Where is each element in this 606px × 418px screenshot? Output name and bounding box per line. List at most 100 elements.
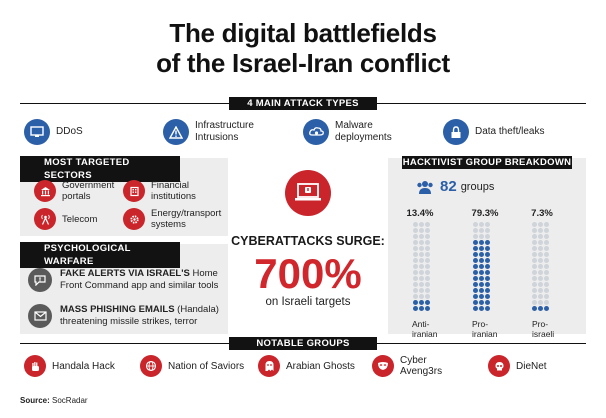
- psy-phishing: MASS PHISHING EMAILS (Handala) threateni…: [28, 304, 240, 328]
- dot-mark: [532, 282, 537, 287]
- dot-mark: [425, 288, 430, 293]
- dot-mark: [538, 246, 543, 251]
- dot-mark: [425, 294, 430, 299]
- notable-group: Cyber Aveng3rs: [372, 355, 442, 377]
- gear-icon: [123, 208, 145, 230]
- notable-group: Nation of Saviors: [140, 355, 244, 377]
- source-value: SocRadar: [49, 396, 88, 405]
- dot-mark: [425, 282, 430, 287]
- dot-mark: [532, 294, 537, 299]
- bar-category-label: Pro- israeli: [532, 319, 555, 339]
- dot-mark: [485, 240, 490, 245]
- dot-mark: [413, 228, 418, 233]
- dot-mark: [473, 222, 478, 227]
- globe-icon: [140, 355, 162, 377]
- title-line-1: The digital battlefields: [169, 18, 437, 48]
- dot-mark: [419, 276, 424, 281]
- bar-value-label: 79.3%: [471, 208, 499, 219]
- bar-category-label: Anti- iranian: [412, 319, 438, 339]
- dot-mark: [479, 306, 484, 311]
- dot-mark: [538, 222, 543, 227]
- dot-mark: [479, 282, 484, 287]
- notable-label: Cyber Aveng3rs: [400, 355, 443, 377]
- dot-mark: [479, 264, 484, 269]
- dot-mark: [413, 282, 418, 287]
- dot-mark: [479, 300, 484, 305]
- dot-mark: [538, 240, 543, 245]
- notable-label: Nation of Saviors: [168, 360, 245, 372]
- dot-mark: [419, 252, 424, 257]
- dot-mark: [419, 264, 424, 269]
- dot-mark: [473, 246, 478, 251]
- psy-rest: Home Front Command app and similar tools: [60, 268, 219, 291]
- dot-mark: [413, 264, 418, 269]
- dot-mark: [538, 264, 543, 269]
- lock-icon: [443, 119, 469, 145]
- dot-mark: [538, 270, 543, 275]
- dot-mark: [413, 300, 418, 305]
- dot-mark: [479, 270, 484, 275]
- dot-mark: [473, 234, 478, 239]
- dot-mark: [419, 246, 424, 251]
- dot-mark: [413, 306, 418, 311]
- dot-mark: [425, 252, 430, 257]
- title-line-2: of the Israel-Iran conflict: [156, 48, 450, 78]
- dot-mark: [538, 258, 543, 263]
- dot-mark: [544, 240, 549, 245]
- dot-mark: [473, 294, 478, 299]
- skull-icon: [488, 355, 510, 377]
- psy-text: MASS PHISHING EMAILS (Handala) threateni…: [60, 304, 240, 328]
- dot-mark: [479, 240, 484, 245]
- dot-mark: [479, 294, 484, 299]
- alert-bubble-icon: [28, 268, 52, 292]
- dot-mark: [413, 246, 418, 251]
- source-note: Source: SocRadar: [20, 396, 88, 405]
- dot-mark: [544, 258, 549, 263]
- surge-label: CYBERATTACKS SURGE:: [231, 234, 385, 248]
- bar-value-label: 7.3%: [531, 208, 553, 219]
- dot-mark: [413, 252, 418, 257]
- dot-mark: [532, 246, 537, 251]
- dot-mark: [413, 276, 418, 281]
- antenna-icon: [34, 208, 56, 230]
- psy-fake-alerts: FAKE ALERTS VIA ISRAEL'S Home Front Comm…: [28, 268, 240, 292]
- sector-label: Energy/transport systems: [151, 208, 222, 230]
- notable-group: DieNet: [488, 355, 547, 377]
- dot-mark: [538, 288, 543, 293]
- dot-mark: [544, 222, 549, 227]
- notable-label: Arabian Ghosts: [286, 360, 355, 372]
- dot-mark: [538, 282, 543, 287]
- attack-label: Data theft/leaks: [475, 126, 545, 137]
- dot-mark: [479, 258, 484, 263]
- dot-mark: [532, 276, 537, 281]
- mask-icon: [372, 355, 394, 377]
- dot-mark: [473, 270, 478, 275]
- groups-number: 82: [440, 178, 457, 195]
- dot-mark: [425, 246, 430, 251]
- dot-mark: [473, 258, 478, 263]
- dot-mark: [532, 288, 537, 293]
- dot-mark: [485, 270, 490, 275]
- hand-icon: [24, 355, 46, 377]
- attack-label: DDoS: [56, 126, 83, 137]
- bank-icon: [123, 180, 145, 202]
- dot-mark: [419, 270, 424, 275]
- groups-unit: groups: [460, 180, 495, 193]
- notable-label: Handala Hack: [52, 360, 115, 372]
- groups-count: 82 groups: [416, 178, 494, 195]
- dot-mark: [485, 294, 490, 299]
- psy-bold: FAKE ALERTS VIA ISRAEL'S: [60, 268, 190, 279]
- dot-mark: [485, 246, 490, 251]
- dot-mark: [425, 276, 430, 281]
- dot-mark: [425, 264, 430, 269]
- notable-group: Handala Hack: [24, 355, 115, 377]
- dot-mark: [544, 294, 549, 299]
- dot-mark: [425, 258, 430, 263]
- dot-mark: [544, 282, 549, 287]
- dot-mark: [413, 234, 418, 239]
- sector-label: Telecom: [62, 213, 98, 225]
- dot-mark: [479, 228, 484, 233]
- dot-mark: [419, 288, 424, 293]
- surge-value: 700%: [254, 250, 362, 297]
- psy-bold: MASS PHISHING EMAILS: [60, 304, 175, 315]
